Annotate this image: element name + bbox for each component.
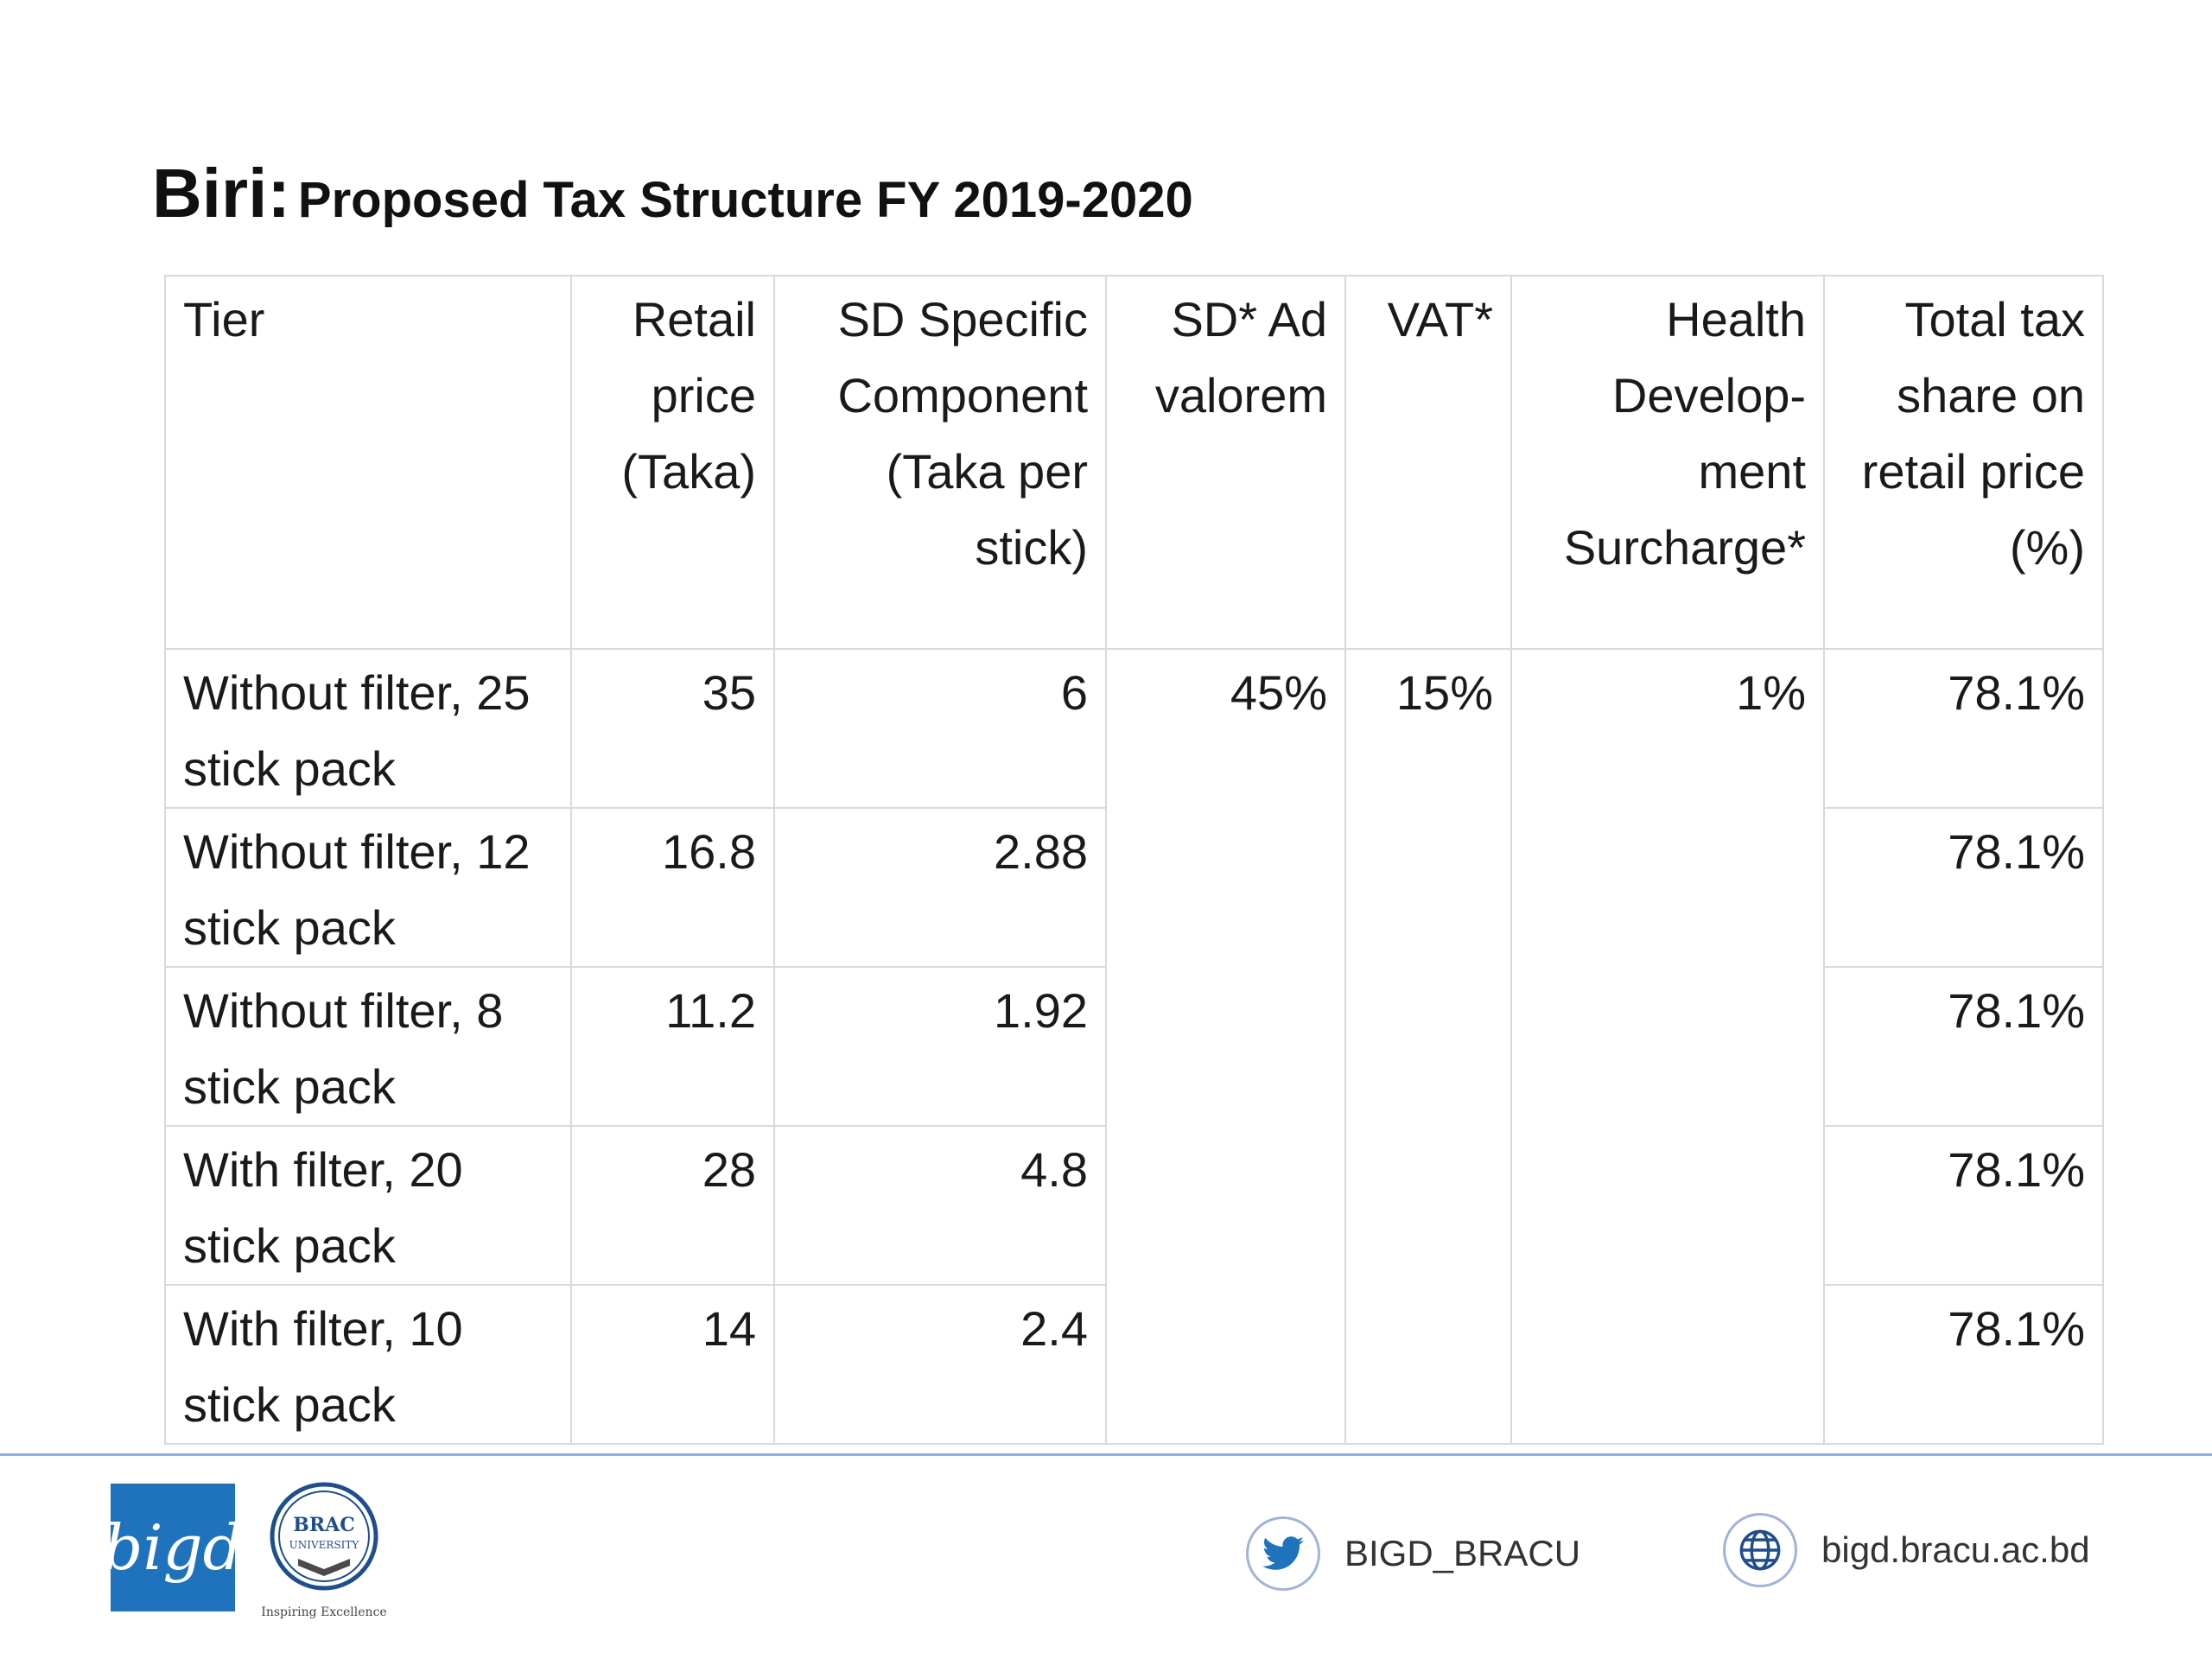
- brac-university-logo: BRAC UNIVERSITY Inspiring Excellence: [251, 1479, 397, 1622]
- title-lead: Biri:: [152, 155, 290, 232]
- tier-cell: With filter, 20 stick pack: [164, 1125, 572, 1286]
- tax-structure-table: Tier Retail price (Taka) SD Specific Com…: [164, 275, 2104, 1445]
- twitter-icon: [1246, 1516, 1320, 1591]
- retail-price-cell: 16.8: [570, 807, 775, 968]
- brac-logo-line2: UNIVERSITY: [289, 1539, 360, 1551]
- total-tax-share-cell: 78.1%: [1823, 1284, 2104, 1445]
- globe-icon: [1723, 1513, 1797, 1587]
- tier-cell: With filter, 10 stick pack: [164, 1284, 572, 1445]
- header-sd-specific: SD Specific Component (Taka per stick): [773, 275, 1107, 650]
- table-row: With filter, 20 stick pack 28 4.8 78.1%: [164, 1125, 2104, 1286]
- table-row: Without filter, 25 stick pack 35 6 45% 1…: [164, 648, 2104, 1445]
- retail-price-cell: 35: [570, 648, 775, 809]
- slide-title: Biri: Proposed Tax Structure FY 2019-202…: [152, 154, 1193, 233]
- website-link[interactable]: bigd.bracu.ac.bd: [1723, 1509, 2090, 1592]
- twitter-handle: BIGD_BRACU: [1344, 1533, 1581, 1573]
- total-tax-share-cell: 78.1%: [1823, 966, 2104, 1127]
- retail-price-cell: 11.2: [570, 966, 775, 1127]
- total-tax-share-cell: 78.1%: [1823, 1125, 2104, 1286]
- title-rest: Proposed Tax Structure FY 2019-2020: [297, 172, 1193, 228]
- bigd-logo: bigd: [103, 1484, 243, 1611]
- sd-ad-valorem-cell: 45%: [1105, 648, 1346, 1445]
- tier-cell: Without filter, 12 stick pack: [164, 807, 572, 968]
- brac-crest-icon: BRAC UNIVERSITY Inspiring Excellence: [261, 1482, 387, 1619]
- header-total-tax-share: Total tax share on retail price (%): [1823, 275, 2104, 650]
- bigd-logo-text: bigd: [103, 1511, 243, 1584]
- header-row: Tier Retail price (Taka) SD Specific Com…: [164, 275, 2104, 650]
- tier-cell: Without filter, 8 stick pack: [164, 966, 572, 1127]
- tier-cell: Without filter, 25 stick pack: [164, 648, 572, 809]
- total-tax-share-cell: 78.1%: [1823, 648, 2104, 809]
- header-retail-price: Retail price (Taka): [570, 275, 775, 650]
- retail-price-cell: 14: [570, 1284, 775, 1445]
- vat-cell: 15%: [1344, 648, 1512, 1445]
- sd-specific-cell: 1.92: [773, 966, 1107, 1127]
- table-row: Without filter, 8 stick pack 11.2 1.92 7…: [164, 966, 2104, 1127]
- total-tax-share-cell: 78.1%: [1823, 807, 2104, 968]
- footer-divider: [0, 1453, 2212, 1456]
- header-tier: Tier: [164, 275, 572, 650]
- twitter-link[interactable]: BIGD_BRACU: [1246, 1512, 1580, 1595]
- brac-logo-line1: BRAC: [293, 1514, 354, 1536]
- retail-price-cell: 28: [570, 1125, 775, 1286]
- sd-specific-cell: 2.4: [773, 1284, 1107, 1445]
- brac-logo-tagline: Inspiring Excellence: [261, 1605, 386, 1619]
- sd-specific-cell: 6: [773, 648, 1107, 809]
- health-surcharge-cell: 1%: [1510, 648, 1825, 1445]
- header-vat: VAT*: [1344, 275, 1512, 650]
- table-row: With filter, 10 stick pack 14 2.4 78.1%: [164, 1284, 2104, 1445]
- header-health-surcharge: Health Develop-ment Surcharge*: [1510, 275, 1825, 650]
- table-row: Without filter, 12 stick pack 16.8 2.88 …: [164, 807, 2104, 968]
- sd-specific-cell: 2.88: [773, 807, 1107, 968]
- website-url: bigd.bracu.ac.bd: [1821, 1529, 2090, 1570]
- header-sd-ad-valorem: SD* Ad valorem: [1105, 275, 1346, 650]
- sd-specific-cell: 4.8: [773, 1125, 1107, 1286]
